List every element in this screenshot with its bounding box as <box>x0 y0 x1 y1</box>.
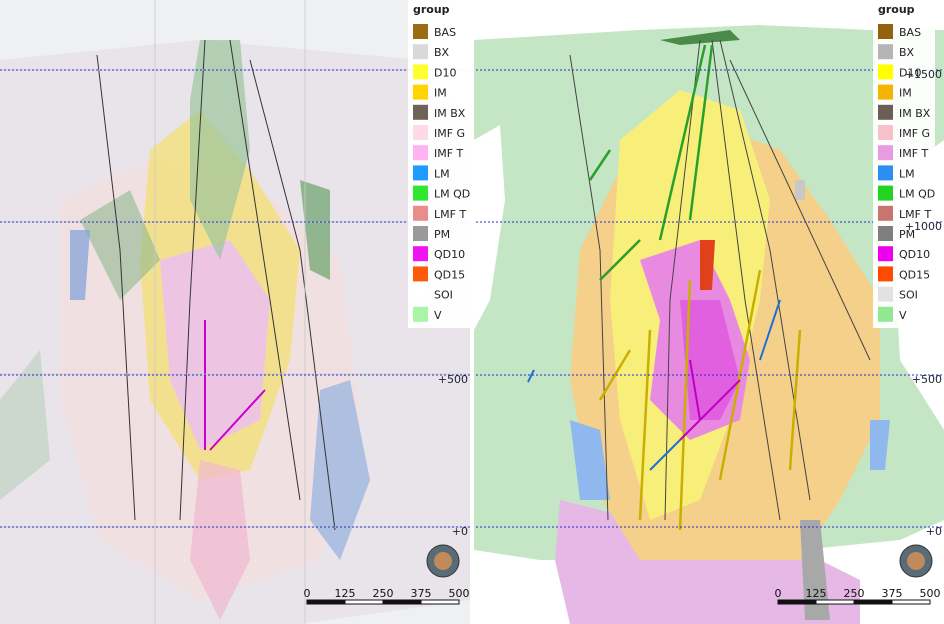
scale-label: 0 <box>304 587 311 600</box>
scale-segment <box>853 599 893 605</box>
legend-swatch <box>878 165 893 181</box>
legend-label: IM BX <box>434 107 466 120</box>
legend-swatch <box>878 145 893 161</box>
legend-swatch <box>413 44 428 60</box>
panel-divider <box>470 0 474 624</box>
legend-swatch <box>878 266 893 282</box>
legend-swatch <box>878 104 893 120</box>
legend-label: PM <box>899 228 915 241</box>
scale-label: 250 <box>373 587 394 600</box>
legend-swatch <box>878 306 893 322</box>
legend-label: LM <box>434 167 450 180</box>
elevation-label: +500 <box>438 373 468 386</box>
legend-label: BX <box>899 46 915 59</box>
elevation-label: +1000 <box>905 220 942 233</box>
legend-swatch <box>413 165 428 181</box>
scale-label: 500 <box>449 587 470 600</box>
scale-label: 375 <box>882 587 903 600</box>
scale-label: 0 <box>775 587 782 600</box>
scale-segment <box>420 599 460 605</box>
legend-swatch <box>413 246 428 262</box>
legend-label: IMF T <box>899 147 929 160</box>
elevation-label: +0 <box>452 525 468 538</box>
legend-label: LMF T <box>434 208 466 221</box>
legend-label: D10 <box>899 66 921 79</box>
navigation-globe[interactable] <box>426 544 460 578</box>
legend-title: group <box>878 3 915 16</box>
scale-label: 375 <box>411 587 432 600</box>
legend-swatch <box>413 104 428 120</box>
legend-label: V <box>899 309 907 322</box>
legend-swatch <box>878 125 893 140</box>
legend-swatch <box>413 24 428 39</box>
legend-swatch <box>413 306 428 322</box>
legend-swatch <box>878 44 893 60</box>
legend-title: group <box>413 3 450 16</box>
legend-label: LMF T <box>899 208 931 221</box>
legend-label: IM <box>899 87 912 100</box>
scale-label: 500 <box>920 587 941 600</box>
elevation-label: +1500 <box>905 68 942 81</box>
legend-swatch <box>413 266 428 282</box>
scale-segment <box>777 599 817 605</box>
legend-swatch <box>878 84 893 100</box>
legend-label: SOI <box>899 289 918 302</box>
legend-swatch <box>878 286 893 302</box>
scale-segment <box>306 599 346 605</box>
legend-swatch <box>878 246 893 262</box>
left-section <box>0 0 470 624</box>
legend-label: LM <box>899 167 915 180</box>
legend-swatch <box>413 145 428 161</box>
legend-label: LM QD <box>899 188 935 201</box>
right-section <box>474 0 944 624</box>
scale-label: 125 <box>806 587 827 600</box>
legend-swatch <box>413 185 428 201</box>
scale-label: 125 <box>335 587 356 600</box>
legend-swatch <box>878 205 893 221</box>
legend-label: QD10 <box>899 248 930 261</box>
legend-label: IMF T <box>434 147 464 160</box>
legend-swatch <box>413 64 428 80</box>
legend-label: IM BX <box>899 107 931 120</box>
legend-swatch <box>878 24 893 39</box>
legend-label: BX <box>434 46 450 59</box>
legend-label: QD15 <box>899 268 930 281</box>
legend-label: BAS <box>434 26 456 39</box>
legend-swatch <box>878 64 893 80</box>
legend-label: SOI <box>434 289 453 302</box>
legend-swatch <box>413 226 428 241</box>
legend-label: LM QD <box>434 188 470 201</box>
legend-swatch <box>413 84 428 100</box>
legend-swatch <box>413 286 428 302</box>
elevation-label: +0 <box>926 525 942 538</box>
scale-label: 250 <box>844 587 865 600</box>
legend-label: QD15 <box>434 268 465 281</box>
navigation-globe[interactable] <box>899 544 933 578</box>
legend-label: IMF G <box>434 127 465 140</box>
legend-swatch <box>413 125 428 140</box>
scale-segment <box>382 599 422 605</box>
legend-label: BAS <box>899 26 921 39</box>
legend-label: PM <box>434 228 450 241</box>
legend-swatch <box>878 185 893 201</box>
legend-swatch <box>413 205 428 221</box>
legend-swatch <box>878 226 893 241</box>
legend-label: IM <box>434 87 447 100</box>
scale-segment <box>344 599 384 605</box>
legend-label: D10 <box>434 66 456 79</box>
legend-label: QD10 <box>434 248 465 261</box>
scale-segment <box>815 599 855 605</box>
legend-label: IMF G <box>899 127 930 140</box>
elevation-label: +500 <box>912 373 942 386</box>
scale-segment <box>891 599 931 605</box>
legend-label: V <box>434 309 442 322</box>
